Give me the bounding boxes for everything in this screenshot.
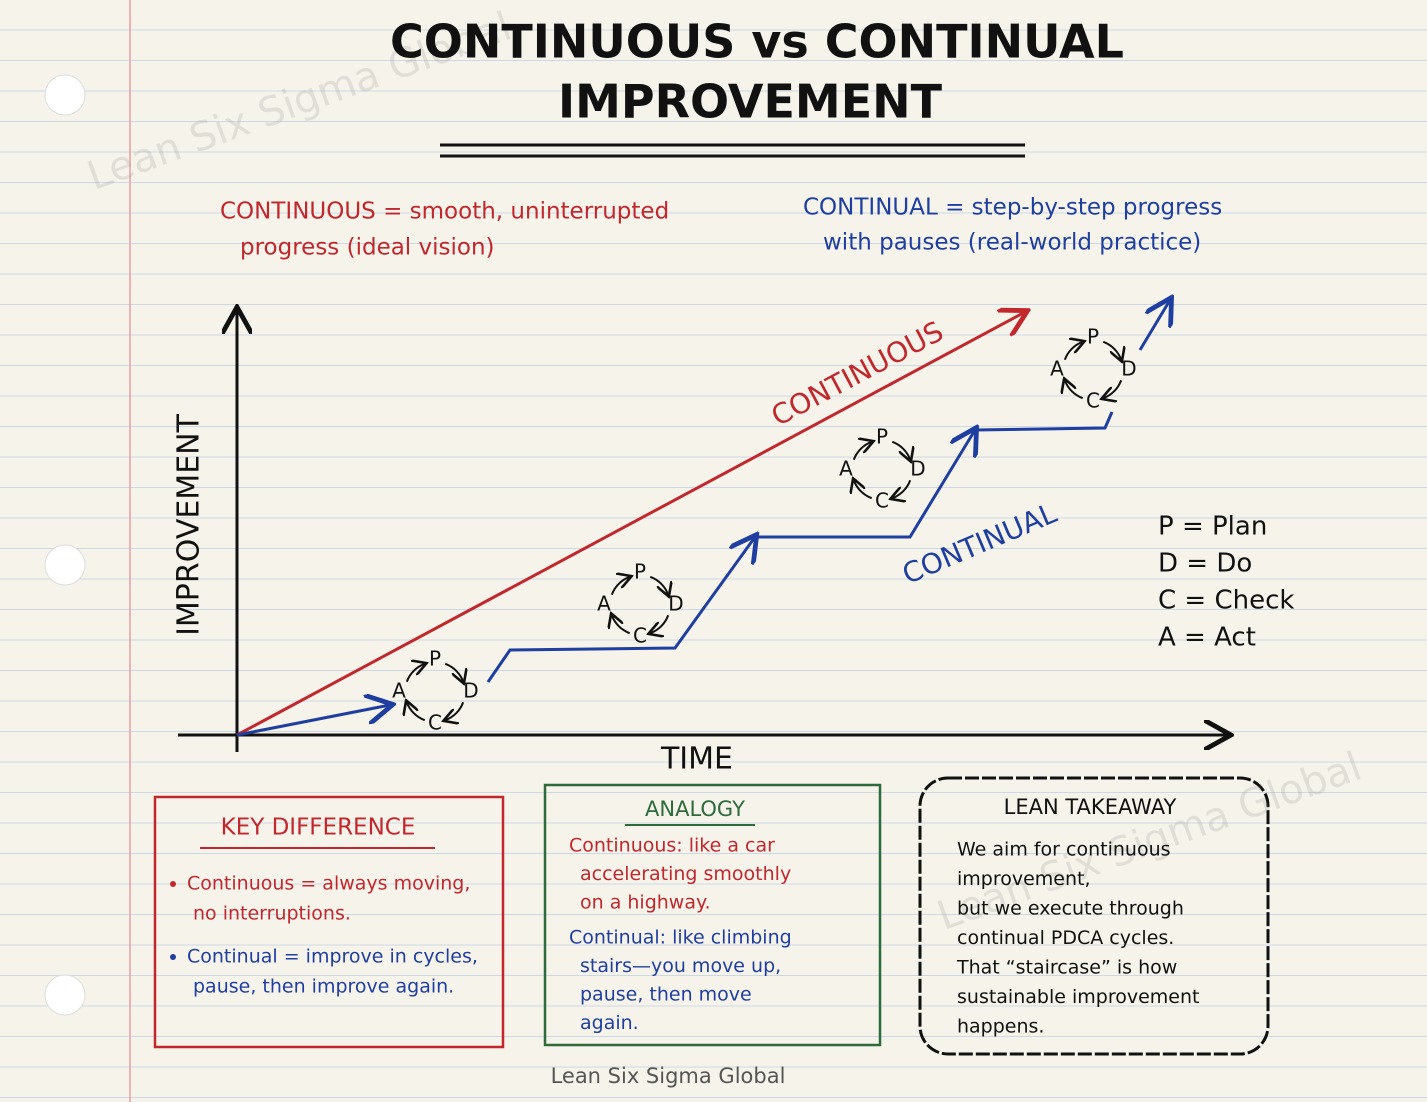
analogy-text: Continuous: like a car <box>569 835 775 857</box>
cycle-arrow <box>612 615 631 635</box>
cycle-arrow <box>444 662 463 682</box>
cycle-letter: A <box>597 592 611 616</box>
definition: CONTINUAL = step-by-step progress <box>803 195 1222 221</box>
cycle-arrow <box>892 479 912 498</box>
cycle-letter: C <box>428 711 442 735</box>
x-axis-label: TIME <box>660 742 733 777</box>
y-axis-label: IMPROVEMENT <box>172 413 207 636</box>
analogy-text: stairs—you move up, <box>580 955 781 977</box>
box-heading: ANALOGY <box>645 797 745 821</box>
title: IMPROVEMENT <box>558 75 943 129</box>
cycle-arrow <box>852 442 872 461</box>
cycle-letter: A <box>392 679 406 703</box>
continual-step <box>236 705 390 737</box>
cycle-letter: D <box>1121 357 1136 381</box>
definition: CONTINUOUS = smooth, uninterrupted <box>220 199 669 225</box>
bullet-text: Continuous = always moving, <box>187 873 470 895</box>
analogy-text: on a highway. <box>580 892 711 914</box>
takeaway-text: sustainable improvement <box>957 986 1199 1008</box>
bullet <box>170 954 176 960</box>
analogy-box <box>543 783 882 1047</box>
cycle-letter: D <box>910 457 925 481</box>
legend-entry: P = Plan <box>1158 512 1267 542</box>
cycle-letter: D <box>668 592 683 616</box>
bullet-text: pause, then improve again. <box>193 976 454 998</box>
legend-entry: A = Act <box>1158 623 1256 653</box>
cycle-letter: P <box>1087 325 1099 349</box>
cycle-arrow <box>405 664 425 683</box>
continual-step <box>486 537 755 683</box>
title: CONTINUOUS vs CONTINUAL <box>390 15 1124 69</box>
cycle-letter: P <box>876 425 888 449</box>
cycle-arrow <box>1103 379 1123 398</box>
analogy-text: again. <box>580 1012 639 1034</box>
bullet <box>170 881 176 887</box>
takeaway-text: but we execute through <box>957 898 1184 920</box>
analogy-text: accelerating smoothly <box>580 863 791 885</box>
takeaway-text: improvement, <box>957 868 1091 890</box>
cycle-letter: P <box>429 647 441 671</box>
cycle-arrow <box>1102 340 1121 360</box>
continual-step <box>1138 300 1170 351</box>
cycle-arrow <box>1063 342 1083 361</box>
bullet-text: no interruptions. <box>193 903 351 925</box>
cycle-arrow <box>854 480 873 500</box>
analogy-text: Continual: like climbing <box>569 927 792 949</box>
continuous-line <box>236 312 1025 737</box>
definition: progress (ideal vision) <box>240 235 495 261</box>
takeaway-text: continual PDCA cycles. <box>957 927 1174 949</box>
cycle-letter: C <box>633 624 647 648</box>
analogy-text: pause, then move <box>580 984 752 1006</box>
continual-step <box>755 430 975 539</box>
definition: with pauses (real-world practice) <box>823 230 1201 256</box>
takeaway-text: We aim for continuous <box>957 839 1171 861</box>
punch-hole <box>44 544 86 586</box>
cycle-letter: A <box>1050 357 1064 381</box>
cycle-letter: A <box>839 457 853 481</box>
cycle-letter: C <box>1086 389 1100 413</box>
ruled-lines <box>0 29 1427 1098</box>
footer: Lean Six Sigma Global <box>551 1064 786 1088</box>
box-heading: LEAN TAKEAWAY <box>1004 795 1177 819</box>
box-heading: KEY DIFFERENCE <box>221 815 416 841</box>
key-difference-box <box>153 795 505 1049</box>
punch-hole <box>44 74 86 116</box>
bullet-text: Continual = improve in cycles, <box>187 946 478 968</box>
takeaway-text: That “staircase” is how <box>956 957 1177 979</box>
cycle-arrow <box>649 575 668 595</box>
continual-step <box>974 411 1114 432</box>
cycle-letter: C <box>875 489 889 513</box>
legend-entry: C = Check <box>1158 586 1294 616</box>
takeaway-text: happens. <box>957 1016 1044 1038</box>
punch-hole <box>44 974 86 1016</box>
takeaway-box <box>918 776 1270 1056</box>
cycle-arrow <box>1065 380 1084 400</box>
cycle-arrow <box>650 614 670 633</box>
cycle-arrow <box>610 577 630 596</box>
cycle-letter: D <box>463 679 478 703</box>
cycle-arrow <box>445 701 465 720</box>
legend-entry: D = Do <box>1158 549 1252 579</box>
cycle-arrow <box>407 702 426 722</box>
cycle-arrow <box>891 440 910 460</box>
cycle-letter: P <box>634 560 646 584</box>
